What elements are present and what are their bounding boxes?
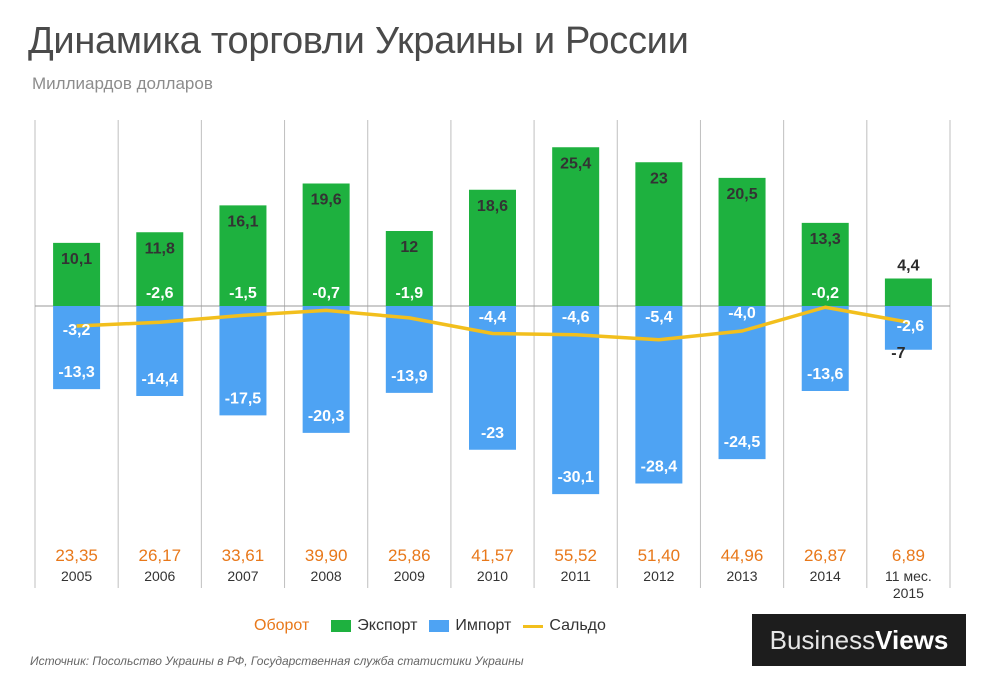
- import-bar: [801, 306, 849, 391]
- balance-value-label: -3,2: [63, 322, 91, 339]
- turnover-value-label: 6,89: [892, 546, 925, 565]
- balance-value-label: -1,9: [396, 285, 424, 302]
- turnover-value-label: 39,90: [305, 546, 348, 565]
- source-note: Источник: Посольство Украины в РФ, Госуд…: [30, 654, 524, 668]
- export-bar: [801, 222, 849, 306]
- legend-export: Экспорт: [331, 617, 417, 635]
- turnover-value-label: 26,87: [804, 546, 847, 565]
- brand-logo-part2: Views: [875, 624, 949, 655]
- export-value-label: 10,1: [61, 251, 92, 268]
- balance-value-label: -4,4: [479, 309, 507, 326]
- import-bar: [635, 306, 683, 484]
- legend-export-label: Экспорт: [357, 617, 418, 634]
- balance-value-label: -2,6: [146, 285, 174, 302]
- year-tick-label: 11 мес.: [885, 568, 932, 584]
- import-value-label: -28,4: [641, 459, 678, 476]
- chart-title: Динамика торговли Украины и России: [28, 20, 689, 62]
- turnover-value-label: 26,17: [138, 546, 181, 565]
- year-tick-label: 2006: [144, 568, 175, 584]
- year-tick-label: 2015: [893, 585, 924, 601]
- legend-import-label: Импорт: [455, 617, 512, 634]
- balance-value-label: -4,6: [562, 309, 590, 326]
- import-value-label: -13,9: [391, 368, 428, 385]
- chart-legend: Оборот Экспорт Импорт Сальдо: [254, 615, 618, 637]
- balance-line: [76, 305, 909, 342]
- year-tick-label: 2009: [394, 568, 425, 584]
- legend-turnover: Оборот: [254, 617, 310, 634]
- import-value-label: -7: [891, 345, 905, 362]
- export-value-label: 11,8: [145, 240, 175, 257]
- import-value-label: -14,4: [142, 371, 179, 388]
- export-bar: [136, 232, 184, 306]
- balance-value-label: -0,7: [312, 285, 340, 302]
- import-value-label: -13,3: [58, 364, 95, 381]
- balance-value-label: -0,2: [811, 285, 839, 302]
- legend-import-swatch: [429, 620, 450, 632]
- export-value-label: 18,6: [477, 198, 508, 215]
- balance-value-label: -1,5: [229, 285, 257, 302]
- import-bar: [53, 306, 101, 390]
- import-value-label: -20,3: [308, 408, 345, 425]
- export-bar: [552, 147, 600, 306]
- year-tick-label: 2011: [561, 568, 591, 584]
- import-bar: [219, 306, 267, 416]
- balance-value-label: -2,6: [897, 318, 925, 335]
- import-value-label: -17,5: [225, 390, 262, 407]
- turnover-value-label: 44,96: [721, 546, 764, 565]
- legend-export-swatch: [331, 620, 352, 632]
- import-value-label: -24,5: [724, 434, 761, 451]
- export-bar: [219, 205, 267, 306]
- legend-balance-swatch: [523, 624, 544, 628]
- export-bar: [635, 162, 683, 306]
- turnover-value-label: 41,57: [471, 546, 514, 565]
- export-value-label: 20,5: [726, 186, 757, 203]
- export-value-label: 12: [400, 239, 418, 256]
- turnover-value-label: 33,61: [222, 546, 265, 565]
- export-value-label: 25,4: [560, 155, 591, 172]
- chart-plot: 10,1 -13,3 -3,2 23,35 2005 11,8 -14,4 -2,6 26,17…: [34, 120, 951, 601]
- balance-value-label: -4,0: [728, 305, 756, 322]
- turnover-value-label: 55,52: [554, 546, 597, 565]
- year-tick-label: 2014: [810, 568, 841, 584]
- export-value-label: 13,3: [810, 231, 841, 248]
- balance-value-label: -5,4: [645, 309, 673, 326]
- legend-balance: Сальдо: [523, 617, 606, 635]
- legend-import: Импорт: [429, 617, 511, 635]
- year-tick-label: 2005: [61, 568, 92, 584]
- export-bar: [53, 242, 101, 306]
- import-bar: [884, 306, 932, 350]
- export-value-label: 4,4: [897, 258, 919, 275]
- year-tick-label: 2007: [227, 568, 258, 584]
- turnover-value-label: 23,35: [55, 546, 98, 565]
- export-bar: [302, 183, 350, 306]
- export-bar: [884, 278, 932, 306]
- year-tick-label: 2010: [477, 568, 508, 584]
- import-value-label: -23: [481, 425, 504, 442]
- chart-subtitle: Миллиардов долларов: [32, 74, 213, 93]
- year-tick-label: 2012: [643, 568, 674, 584]
- year-tick-label: 2008: [311, 568, 342, 584]
- export-bar: [469, 189, 516, 306]
- export-value-label: 23: [650, 170, 668, 187]
- export-bar: [718, 177, 766, 306]
- brand-logo: Business Views: [752, 614, 966, 666]
- import-value-label: -30,1: [557, 469, 594, 486]
- import-value-label: -13,6: [807, 366, 844, 383]
- export-value-label: 19,6: [311, 192, 342, 209]
- legend-balance-label: Сальдо: [549, 617, 606, 634]
- turnover-value-label: 25,86: [388, 546, 431, 565]
- import-bar: [302, 306, 350, 433]
- export-bar: [385, 231, 433, 306]
- turnover-value-label: 51,40: [638, 546, 681, 565]
- brand-logo-part1: Business: [769, 624, 876, 655]
- year-tick-label: 2013: [726, 568, 757, 584]
- export-value-label: 16,1: [227, 213, 258, 230]
